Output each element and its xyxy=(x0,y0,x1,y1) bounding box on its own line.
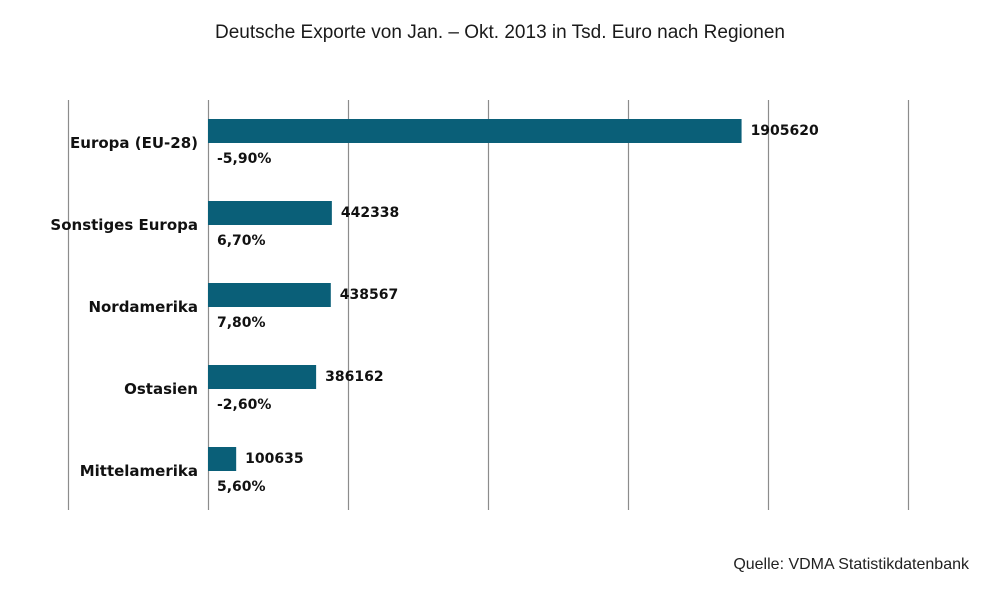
value-label-3: 386162 xyxy=(325,369,383,385)
change-label-1: 6,70% xyxy=(217,233,266,249)
bar-3 xyxy=(208,365,317,389)
chart-title: Deutsche Exporte von Jan. – Okt. 2013 in… xyxy=(215,22,785,43)
change-label-0: -5,90% xyxy=(217,151,271,167)
labels: Europa (EU-28) 1905620 -5,90% Sonstiges Eur… xyxy=(50,123,819,495)
category-label-1: Sonstiges Europa xyxy=(50,216,198,234)
value-label-2: 438567 xyxy=(340,287,398,303)
bars xyxy=(208,119,742,471)
value-label-1: 442338 xyxy=(341,205,399,221)
category-label-4: Mittelamerika xyxy=(80,462,198,480)
source-note: Quelle: VDMA Statistikdatenbank xyxy=(733,556,969,573)
value-label-4: 100635 xyxy=(245,451,303,467)
bar-0 xyxy=(208,119,742,143)
bar-4 xyxy=(208,447,237,471)
category-label-2: Nordamerika xyxy=(88,298,198,316)
change-label-3: -2,60% xyxy=(217,397,271,413)
category-label-0: Europa (EU-28) xyxy=(70,134,198,152)
bar-1 xyxy=(208,201,332,225)
category-label-3: Ostasien xyxy=(124,380,198,398)
change-label-2: 7,80% xyxy=(217,315,266,331)
bar-2 xyxy=(208,283,331,307)
value-label-0: 1905620 xyxy=(751,123,819,139)
change-label-4: 5,60% xyxy=(217,479,266,495)
